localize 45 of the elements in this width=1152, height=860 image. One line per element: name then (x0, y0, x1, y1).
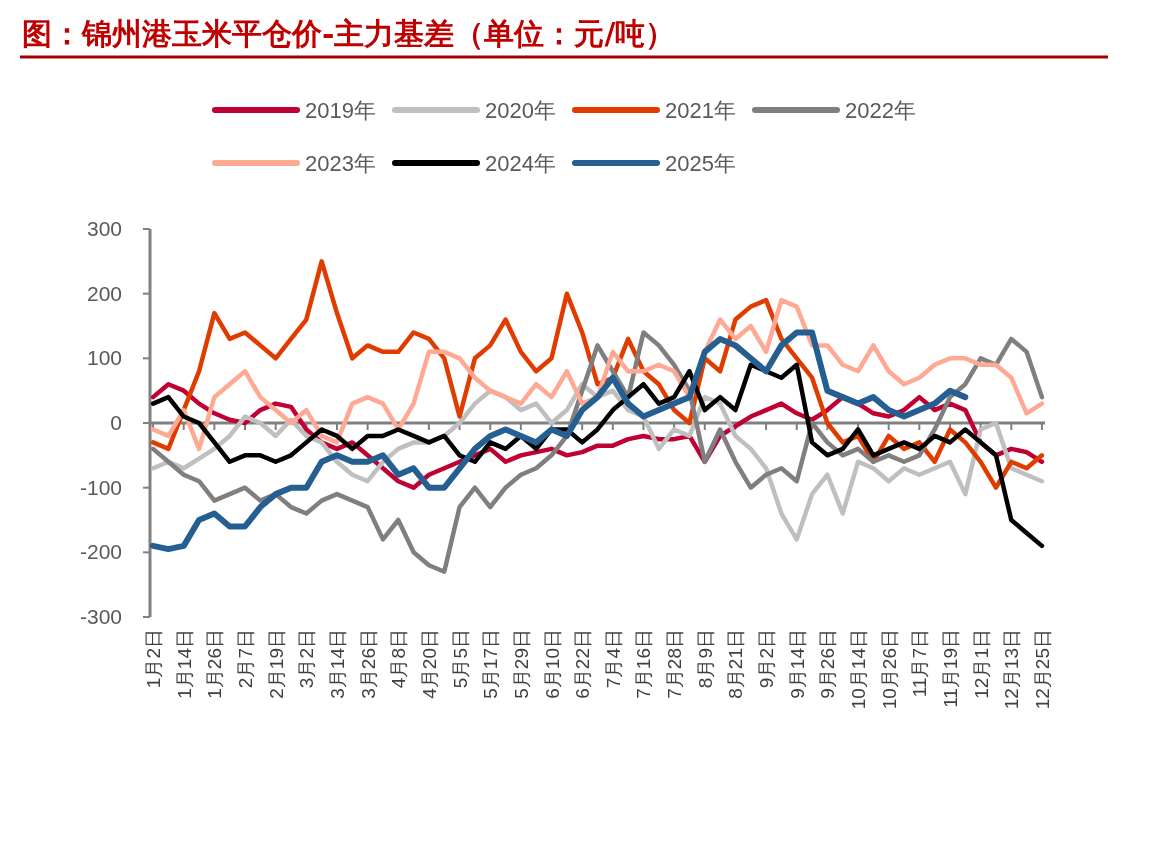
x-tick-label: 7月28日 (664, 629, 686, 699)
x-tick-label: 8月21日 (725, 629, 747, 699)
legend-label: 2019年 (305, 98, 376, 123)
x-tick-label: 5月17日 (480, 629, 502, 699)
x-tick-label: 7月16日 (633, 629, 655, 699)
x-tick-label: 12月1日 (970, 629, 992, 699)
x-tick-label: 1月14日 (173, 629, 195, 699)
legend-label: 2025年 (665, 151, 736, 176)
x-tick-label: 9月26日 (817, 629, 839, 699)
x-tick-label: 12月13日 (1001, 629, 1023, 710)
x-tick-label: 9月14日 (786, 629, 808, 699)
x-tick-label: 5月5日 (449, 629, 471, 689)
x-tick-label: 10月14日 (848, 629, 870, 710)
x-tick-label: 10月26日 (878, 629, 900, 710)
x-tick-label: 6月10日 (541, 629, 563, 699)
legend-label: 2020年 (485, 98, 556, 123)
legend-label: 2022年 (845, 98, 916, 123)
x-tick-label: 3月14日 (326, 629, 348, 699)
legend-label: 2021年 (665, 98, 736, 123)
x-tick-label: 3月2日 (296, 629, 318, 689)
x-tick-label: 1月26日 (204, 629, 226, 699)
x-tick-label: 8月9日 (694, 629, 716, 689)
x-tick-label: 2月19日 (265, 629, 287, 699)
legend-label: 2024年 (485, 151, 556, 176)
y-tick-label: 200 (86, 281, 122, 305)
legend-label: 2023年 (305, 151, 376, 176)
y-tick-label: -200 (79, 540, 122, 564)
chart-title: 图：锦州港玉米平仓价-主力基差（单位：元/吨） (22, 16, 676, 51)
x-tick-label: 9月2日 (756, 629, 778, 689)
y-tick-label: -300 (79, 605, 122, 628)
x-tick-label: 7月4日 (602, 629, 624, 689)
x-tick-label: 2月7日 (235, 629, 257, 689)
y-tick-label: -100 (79, 475, 122, 499)
x-tick-label: 11月7日 (909, 629, 931, 698)
x-tick-label: 3月26日 (357, 629, 379, 699)
x-tick-label: 4月8日 (388, 629, 410, 689)
y-tick-label: 300 (86, 217, 122, 240)
x-tick-label: 6月22日 (572, 629, 594, 699)
x-tick-label: 4月20日 (418, 629, 440, 699)
y-tick-label: 100 (86, 346, 122, 370)
x-tick-label: 5月29日 (510, 629, 532, 699)
y-tick-label: 0 (110, 411, 122, 434)
x-tick-label: 11月19日 (939, 629, 961, 708)
x-tick-label: 1月2日 (143, 629, 165, 689)
x-tick-label: 12月25日 (1031, 629, 1053, 710)
